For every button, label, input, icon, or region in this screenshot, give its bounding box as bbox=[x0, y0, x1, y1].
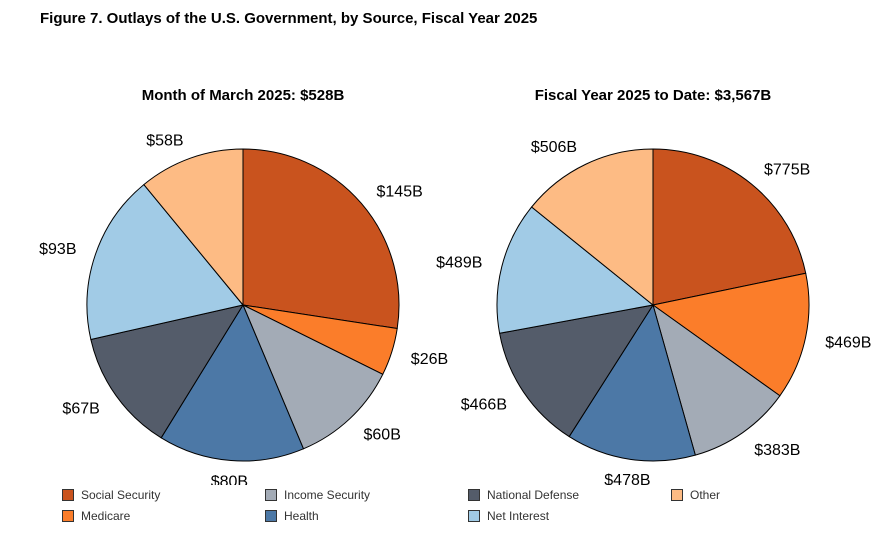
slice-label-national-defense: $466B bbox=[461, 396, 507, 413]
legend-item-other: Other bbox=[671, 488, 720, 502]
pie-slice-national-defense bbox=[499, 304, 654, 438]
pie-chart-2: Fiscal Year 2025 to Date: $3,567B $775B $4… bbox=[436, 87, 871, 485]
slice-label-net-interest: $93B bbox=[39, 241, 76, 258]
legend-label-other: Other bbox=[690, 488, 721, 502]
legend-item-health: Health bbox=[265, 509, 319, 523]
legend-label-social-security: Social Security bbox=[81, 488, 161, 502]
pie-chart-1: Month of March 2025: $528B $145B $26B $60B $… bbox=[39, 87, 448, 485]
pie-slice-social-security bbox=[242, 148, 400, 330]
legend-item-net-interest: Net Interest bbox=[468, 509, 549, 523]
slice-label-income-security: $383B bbox=[754, 442, 800, 459]
pie-slice-health bbox=[160, 304, 304, 462]
legend-swatch-net-interest bbox=[468, 510, 480, 522]
slice-label-income-security: $60B bbox=[364, 426, 401, 443]
pie-slice-net-interest bbox=[496, 206, 654, 334]
legend-item-income-security: Income Security bbox=[265, 488, 370, 502]
legend-label-net-interest: Net Interest bbox=[487, 509, 550, 523]
legend-label-income-security: Income Security bbox=[284, 488, 371, 502]
slice-label-other: $506B bbox=[531, 139, 577, 156]
figure-title: Figure 7. Outlays of the U.S. Government… bbox=[40, 10, 538, 27]
legend-swatch-other bbox=[671, 489, 683, 501]
pie-slice-other bbox=[531, 148, 654, 306]
slice-label-other: $58B bbox=[146, 132, 183, 149]
slice-label-medicare: $26B bbox=[411, 351, 448, 368]
legend-swatch-social-security bbox=[62, 489, 74, 501]
slice-label-social-security: $145B bbox=[377, 183, 423, 200]
legend-swatch-medicare bbox=[62, 510, 74, 522]
pie-slice-health bbox=[568, 304, 696, 462]
legend: Social Security Medicare Income Security… bbox=[0, 485, 887, 535]
slice-label-medicare: $469B bbox=[825, 334, 871, 351]
slice-label-health: $80B bbox=[211, 474, 248, 486]
chart-title-1: Month of March 2025: $528B bbox=[142, 87, 345, 104]
pie-slice-net-interest bbox=[86, 184, 244, 340]
slice-label-health: $478B bbox=[604, 472, 650, 485]
pie-slice-income-security bbox=[652, 304, 781, 456]
legend-label-medicare: Medicare bbox=[81, 509, 131, 523]
charts-area: Month of March 2025: $528B $145B $26B $60B $… bbox=[39, 87, 871, 485]
legend-label-health: Health bbox=[284, 509, 319, 523]
pie-slice-medicare bbox=[652, 272, 810, 397]
legend-item-social-security: Social Security bbox=[62, 488, 160, 502]
pie-slice-income-security bbox=[242, 304, 384, 450]
pie-slice-social-security bbox=[652, 148, 807, 306]
pie-slice-other bbox=[143, 148, 244, 306]
legend-item-national-defense: National Defense bbox=[468, 488, 579, 502]
legend-swatch-national-defense bbox=[468, 489, 480, 501]
pie-slice-national-defense bbox=[90, 304, 244, 439]
slice-label-net-interest: $489B bbox=[436, 255, 482, 272]
slice-label-national-defense: $67B bbox=[62, 400, 99, 417]
legend-item-medicare: Medicare bbox=[62, 509, 130, 523]
legend-swatch-health bbox=[265, 510, 277, 522]
slice-label-social-security: $775B bbox=[764, 162, 810, 179]
legend-label-national-defense: National Defense bbox=[487, 488, 580, 502]
chart-title-2: Fiscal Year 2025 to Date: $3,567B bbox=[535, 87, 772, 104]
legend-swatch-income-security bbox=[265, 489, 277, 501]
